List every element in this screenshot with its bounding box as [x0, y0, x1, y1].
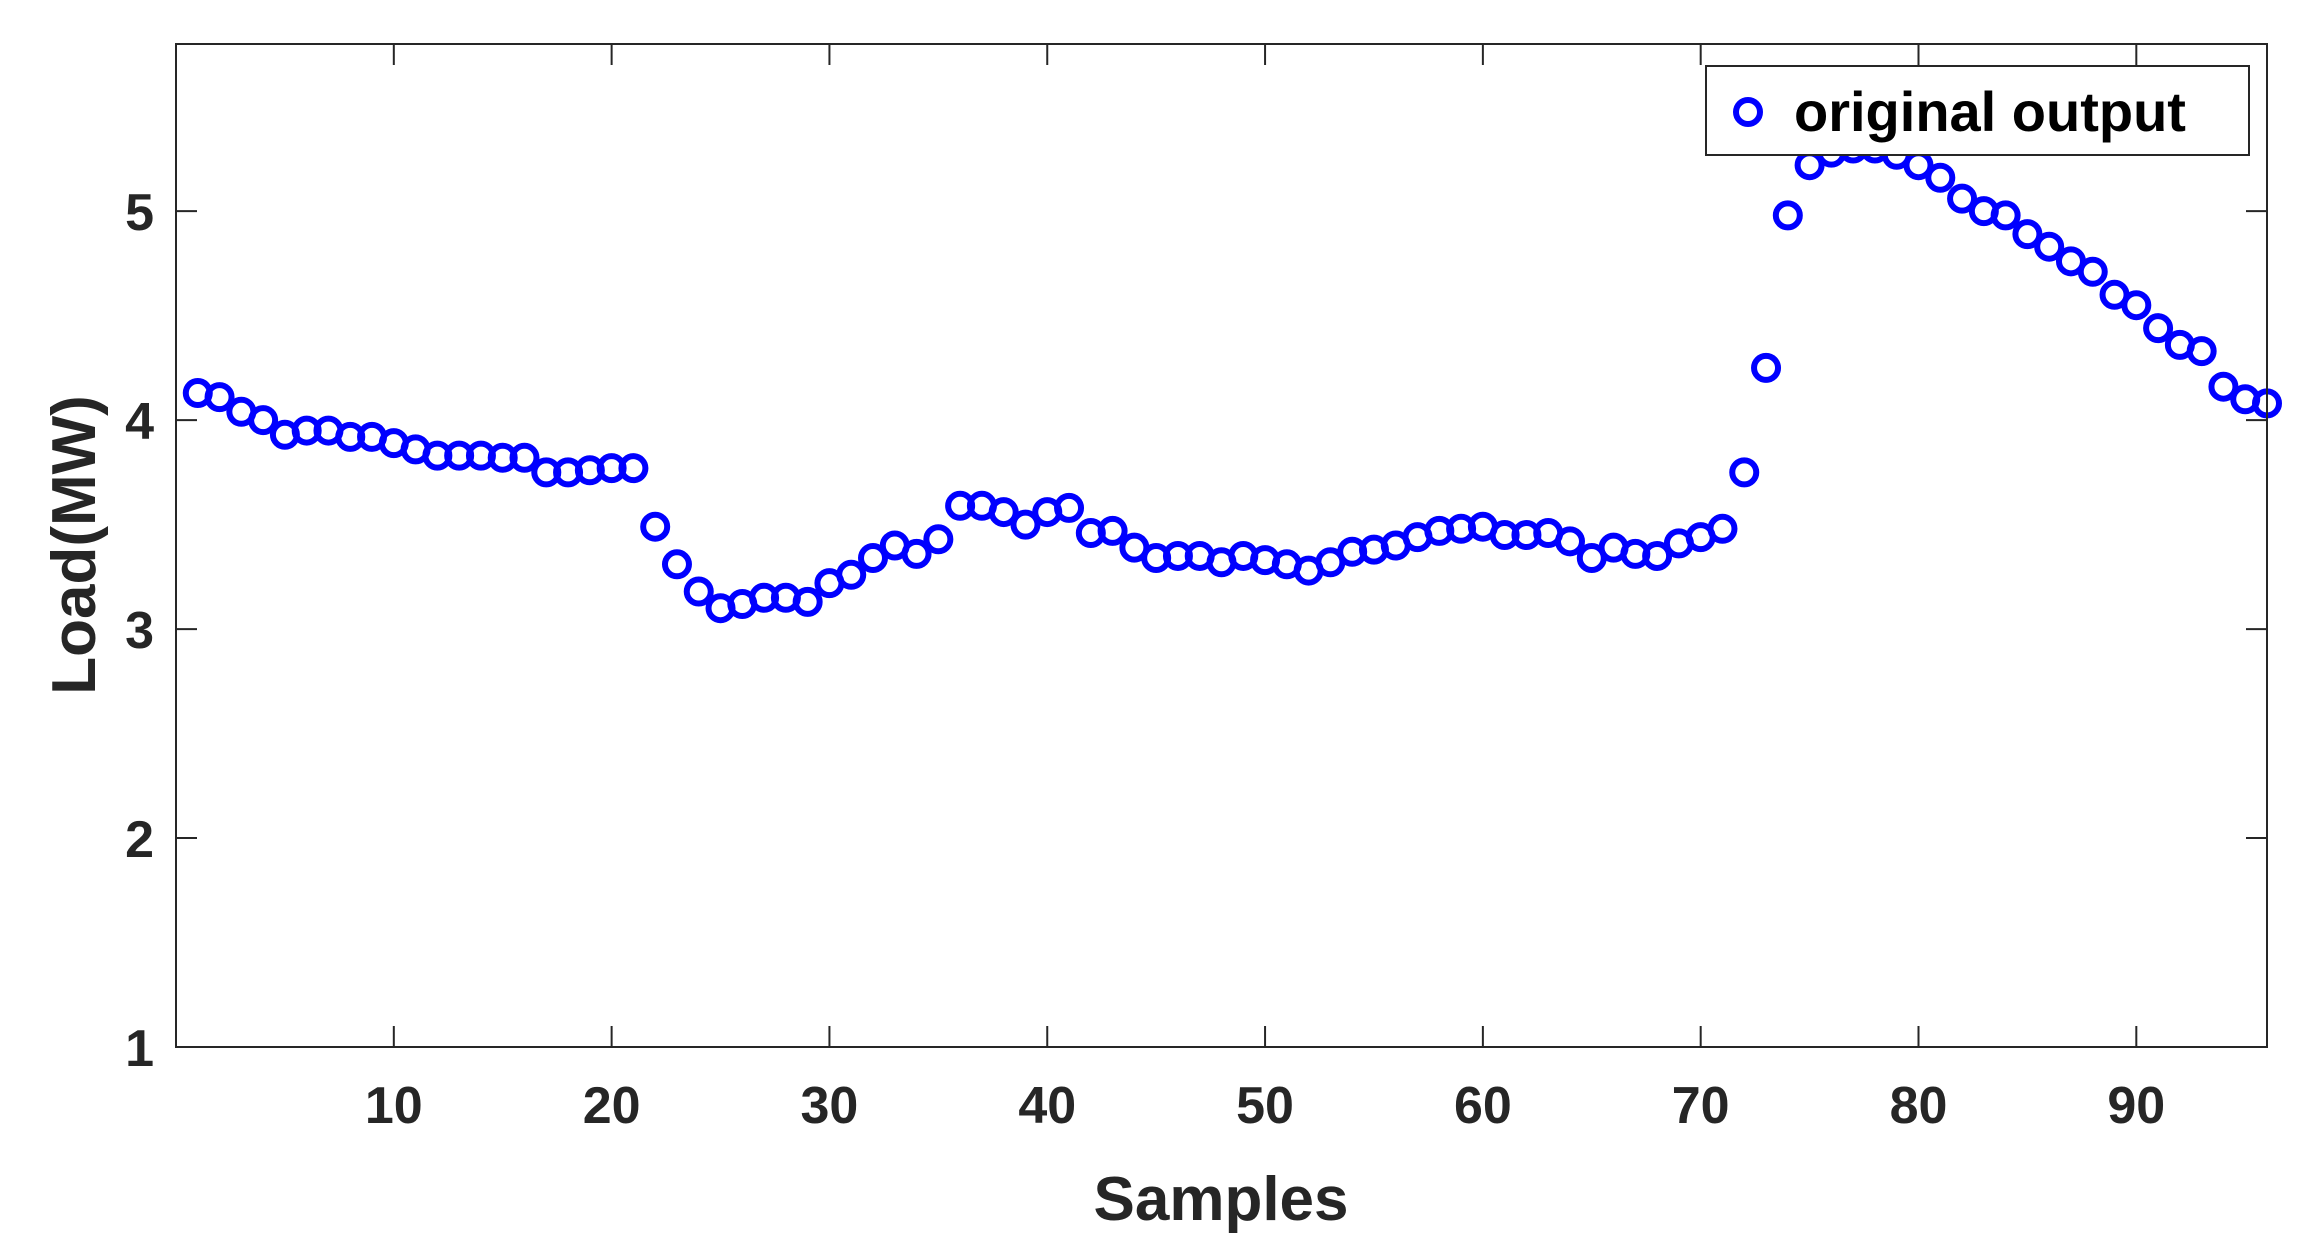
- y-tick-label: 1: [125, 1020, 154, 1078]
- data-point: [509, 442, 540, 473]
- plot-frame: [175, 43, 2268, 1048]
- legend-entry-label: original output: [1794, 80, 2186, 143]
- data-point: [901, 538, 932, 569]
- data-point: [2121, 290, 2152, 321]
- data-point: [640, 511, 671, 542]
- data-point: [2034, 231, 2065, 262]
- data-point: [1729, 457, 1760, 488]
- x-tick-label: 30: [801, 1077, 859, 1135]
- legend: original output: [1705, 65, 2250, 156]
- y-tick-label: 5: [125, 184, 154, 242]
- data-point: [204, 382, 235, 413]
- data-point: [248, 405, 279, 436]
- y-tick-label: 4: [125, 393, 154, 451]
- data-point: [2143, 313, 2174, 344]
- data-point: [1751, 352, 1782, 383]
- data-point: [2077, 256, 2108, 287]
- data-point: [1925, 162, 1956, 193]
- y-tick-label: 2: [125, 811, 154, 869]
- data-point: [1555, 526, 1585, 557]
- data-point: [1054, 492, 1085, 523]
- data-point: [683, 576, 714, 607]
- data-point: [1010, 509, 1041, 540]
- data-point: [2012, 219, 2043, 250]
- x-tick-label: 70: [1672, 1077, 1730, 1135]
- legend-box: [1705, 65, 2250, 156]
- data-point: [2186, 336, 2217, 367]
- data-point: [858, 543, 888, 574]
- x-tick-label: 60: [1454, 1077, 1512, 1135]
- x-tick-label: 20: [583, 1077, 641, 1135]
- x-tick-label: 50: [1236, 1077, 1294, 1135]
- data-point: [1772, 200, 1803, 231]
- data-point: [792, 586, 823, 617]
- data-point: [618, 453, 649, 484]
- data-point: [661, 549, 692, 580]
- x-tick-label: 10: [365, 1077, 423, 1135]
- x-axis-label: Samples: [1093, 1165, 1348, 1234]
- data-point: [836, 559, 867, 590]
- y-axis-label: Load(MW): [40, 395, 109, 695]
- data-point: [923, 524, 954, 555]
- data-point: [1947, 183, 1978, 214]
- x-tick-label: 40: [1018, 1077, 1076, 1135]
- data-point: [1990, 200, 2021, 231]
- data-point: [2208, 371, 2239, 402]
- data-point: [1707, 513, 1738, 544]
- data-point: [1642, 540, 1673, 571]
- x-tick-label: 90: [2107, 1077, 2165, 1135]
- y-tick-label: 3: [125, 602, 154, 660]
- data-point: [1097, 515, 1128, 546]
- plot-background: [176, 44, 2267, 1047]
- x-tick-label: 80: [1890, 1077, 1948, 1135]
- legend-marker-icon: [1733, 97, 1763, 127]
- data-point: [988, 497, 1019, 528]
- axis-tick-labels: 10 20 30 40 50 60 70 80 90 1 2 3 4 5: [125, 184, 2165, 1135]
